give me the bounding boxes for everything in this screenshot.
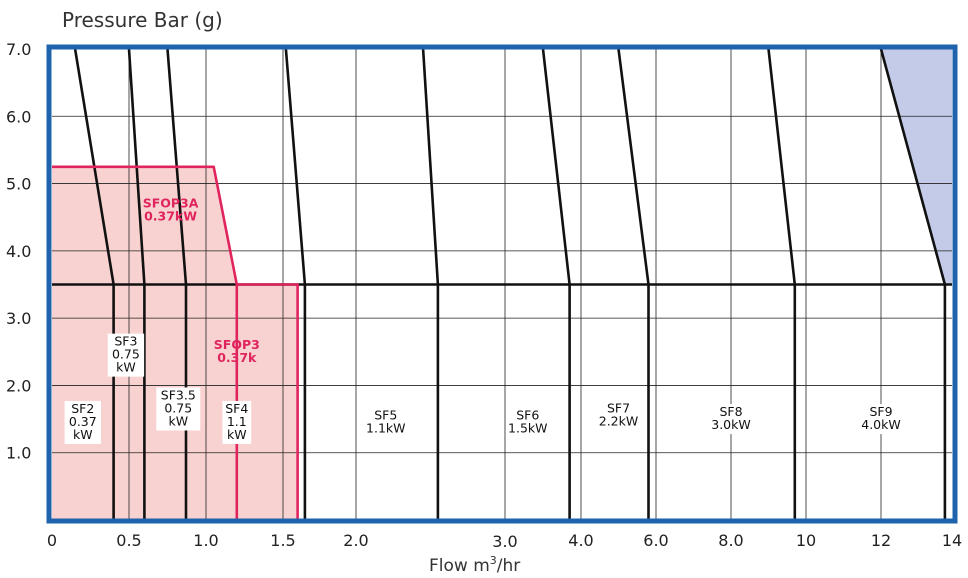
series-label-bg-2 [156,387,201,431]
series-label-line: 2.2kW [599,414,638,429]
series-label-bg-0 [64,400,101,444]
x-tick-label: 3.0 [492,532,517,551]
series-label-2: SF3.5 0.75 kW [156,387,201,431]
series-label-line: kW [227,427,247,442]
series-label-0: SF2 0.37 kW [64,400,101,444]
x-tick-label: 12 [871,531,891,550]
series-label-line: 0.75 [164,400,192,415]
series-line-6 [617,48,650,520]
series-label-line: 1.1 [227,414,247,429]
series-label-bg-3 [222,400,252,444]
series-label-text-5: SF6 1.5kW [508,407,547,435]
series-label-line: 0.75 [112,347,140,362]
series-label-7: SF8 3.0kW [709,404,753,435]
x-tick-label: 4.0 [568,531,593,550]
series-label-bg-7 [709,404,753,435]
series-label-line: SF4 [225,401,248,416]
series-label-line: 4.0kW [861,417,900,432]
series-label-bg-5 [505,407,550,438]
series-label-line: 0.37k [217,350,257,365]
series-label-8: SF9 4.0kW [859,404,903,435]
series-label-text-1: SF3 0.75 kW [112,334,140,375]
series-label-line: kW [168,413,188,428]
series-label-text-4: SF5 1.1kW [366,407,405,435]
y-axis-ticks: 7.0 6.0 5.0 4.0 3.0 2.0 1.0 [6,40,31,463]
plot-frame [46,44,958,524]
series-line-5 [541,48,571,520]
x-tick-label: 1.0 [193,531,218,550]
x-tick-label: 14 [942,531,962,550]
x-axis-title-superscript: 3 [490,554,497,567]
series-label-text-6: SF7 2.2kW [599,401,638,429]
y-axis-title: Pressure Bar (g) [62,8,223,32]
series-label-line: kW [116,360,136,375]
series-line-1 [127,48,146,520]
x-tick-label: 0 [47,531,57,550]
series-label-line: 0.37 [69,414,97,429]
series-line-8 [879,48,947,520]
series-label-line: SF2 [71,401,94,416]
series-label-1: SF3 0.75 kW [107,333,145,377]
series-label-line: SF5 [374,407,397,422]
y-tick-label: 5.0 [6,175,31,194]
x-axis-ticks: 0 0.5 1.0 1.5 2.0 3.0 4.0 6.0 8.0 10 12 14 [47,531,962,551]
series-label-3: SF4 1.1 kW [222,400,252,444]
series-label-4: SF5 1.1kW [363,407,408,438]
x-tick-label: 6.0 [643,531,668,550]
series-label-text-2: SF3.5 0.75 kW [161,387,196,428]
series-label-line: SF9 [869,404,892,419]
x-axis-title-main: Flow m [429,556,490,576]
series-label-line: SFOP3A [143,195,199,210]
series-line-10 [236,283,299,520]
series-label-line: SFOP3 [214,337,260,352]
series-label-line: SF3 [114,334,137,349]
shaded-region-2 [881,49,952,285]
series-label-line: 1.5kW [508,420,547,435]
series-label-line: SF3.5 [161,387,196,402]
x-tick-label: 8.0 [718,531,743,550]
x-tick-label: 10 [796,531,816,550]
series-label-10: SFOP3 0.37k [214,337,260,365]
x-tick-label: 0.5 [116,531,141,550]
series-label-6: SF7 2.2kW [596,400,641,431]
series-label-5: SF6 1.5kW [505,407,550,438]
x-axis-title: Flow m3/hr [429,554,520,576]
y-tick-label: 2.0 [6,376,31,395]
series-label-text-3: SF4 1.1 kW [225,401,248,442]
series-line-3 [284,48,307,520]
series-label-text-8: SF9 4.0kW [861,404,900,432]
series-label-line: SF6 [516,407,539,422]
series-label-bg-8 [859,404,903,435]
series-label-line: 0.37kW [144,208,197,223]
series-label-text-9: SFOP3A 0.37kW [143,195,199,223]
series-label-text-7: SF8 3.0kW [711,404,750,432]
y-tick-label: 1.0 [6,444,31,463]
y-tick-label: 6.0 [6,107,31,126]
series-label-line: SF7 [607,401,630,416]
y-tick-label: 3.0 [6,309,31,328]
series-label-line: 1.1kW [366,420,405,435]
series-label-line: kW [73,427,93,442]
x-tick-label: 1.5 [270,531,295,550]
x-tick-label: 2.0 [343,531,368,550]
series-label-bg-6 [596,400,641,431]
series-label-line: 3.0kW [711,417,750,432]
series-label-9: SFOP3A 0.37kW [143,195,199,223]
series-label-text-0: SF2 0.37 kW [69,401,97,442]
series-line-0 [73,48,115,520]
x-axis-title-suffix: /hr [497,556,521,576]
series-label-line: SF8 [719,404,742,419]
series-label-bg-1 [107,333,145,377]
series-label-bg-4 [363,407,408,438]
series-line-2 [166,48,188,520]
y-tick-label: 4.0 [6,242,31,261]
y-tick-label: 7.0 [6,40,31,59]
series-label-text-10: SFOP3 0.37k [214,337,260,365]
series-line-7 [767,48,797,520]
series-line-4 [421,48,440,520]
shaded-region-1 [236,284,298,520]
